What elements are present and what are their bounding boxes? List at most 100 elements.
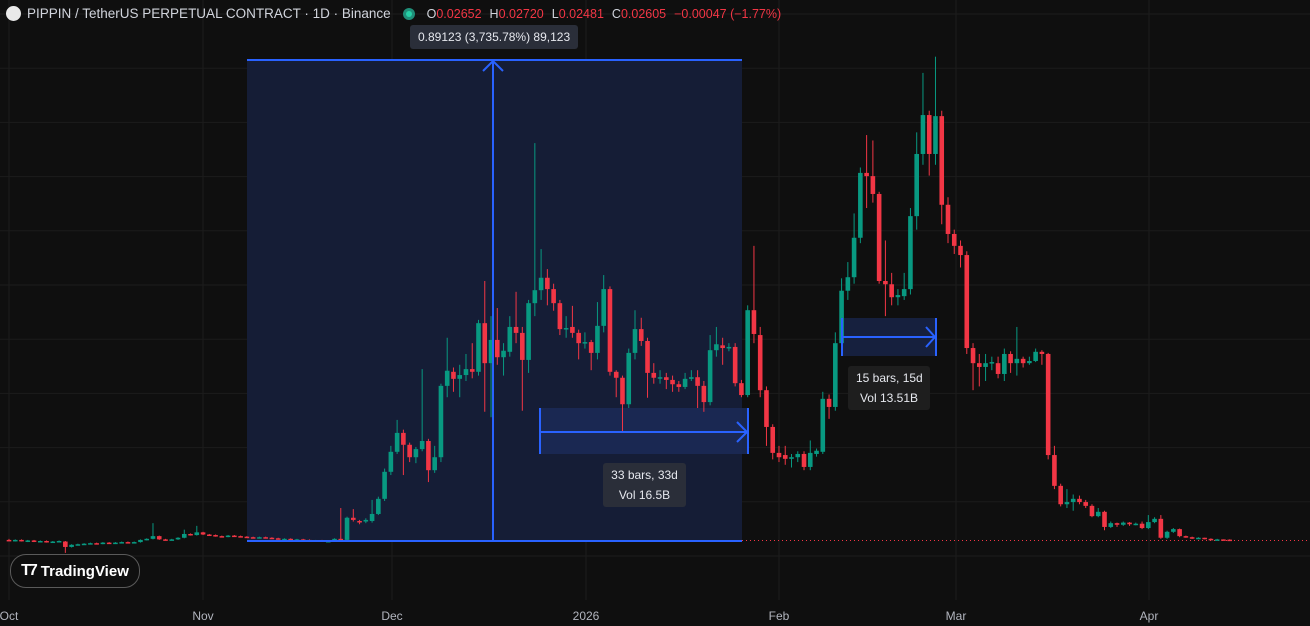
candle-body	[626, 352, 632, 405]
candle	[225, 535, 231, 538]
candle	[1052, 445, 1057, 490]
candle	[751, 245, 757, 344]
candle	[651, 363, 657, 384]
candle-body	[839, 290, 844, 344]
candle	[144, 538, 150, 541]
candle-body	[876, 193, 882, 281]
candle	[795, 451, 801, 463]
candle-body	[382, 471, 387, 499]
candle-body	[1189, 537, 1195, 539]
candle	[1114, 522, 1120, 527]
candle-body	[732, 346, 738, 384]
candle-body	[595, 325, 600, 353]
candle	[88, 542, 93, 545]
candle-body	[88, 543, 93, 545]
candle	[150, 523, 156, 540]
candle-body	[444, 370, 450, 386]
time-axis-label: Oct	[0, 609, 19, 623]
price-range-area[interactable]	[247, 60, 742, 541]
candle	[257, 536, 262, 539]
candle-body	[1089, 505, 1095, 517]
candle-body	[588, 342, 594, 353]
candle-body	[551, 289, 556, 304]
candle	[1108, 521, 1114, 529]
candle-body	[995, 363, 1001, 374]
date-range-2-drawing[interactable]	[841, 318, 937, 356]
symbol-title[interactable]: PIPPIN / TetherUS PERPETUAL CONTRACT · 1…	[27, 6, 391, 21]
candle	[520, 326, 525, 411]
candle	[576, 329, 581, 360]
candle	[19, 539, 24, 542]
time-axis-label: 2026	[572, 609, 600, 623]
candle	[219, 535, 225, 538]
candle-body	[494, 339, 500, 358]
candle-body	[1027, 361, 1032, 364]
arrow-up-icon	[482, 59, 504, 72]
candle-body	[56, 541, 62, 543]
candle-body	[607, 289, 613, 372]
candle-body	[1227, 539, 1232, 542]
candle	[682, 372, 688, 390]
candle	[501, 343, 506, 376]
candle-body	[983, 363, 988, 367]
candle-body	[1183, 536, 1189, 538]
price-range-label: 0.89123 (3,735.78%) 89,123	[410, 25, 579, 49]
candle-body	[1152, 518, 1157, 523]
candle	[476, 319, 481, 376]
candle	[1002, 348, 1007, 381]
tradingview-logo[interactable]: T7 TradingView	[10, 554, 140, 588]
candle-body	[620, 377, 625, 405]
arrow-right-icon	[925, 326, 937, 348]
candle-body	[908, 216, 913, 290]
candle	[613, 370, 619, 398]
candle	[351, 509, 356, 522]
candle	[789, 453, 794, 468]
candle-body	[545, 277, 550, 290]
candle	[432, 445, 437, 473]
candle-body	[1164, 531, 1170, 538]
candle-body	[257, 537, 262, 539]
candle-body	[488, 339, 494, 364]
candle	[1146, 515, 1151, 530]
candle	[851, 213, 857, 284]
candle-body	[870, 176, 876, 194]
candle	[870, 140, 876, 203]
candle	[163, 538, 168, 541]
candle-body	[557, 303, 563, 330]
candle	[820, 391, 826, 454]
candle	[807, 440, 813, 471]
high-value: 0.02720	[498, 6, 544, 21]
candle-body	[826, 398, 832, 407]
candle	[119, 541, 124, 544]
candle	[1083, 499, 1089, 509]
candle-body	[714, 344, 719, 351]
candle	[757, 326, 763, 398]
candle-body	[964, 255, 970, 349]
price-range-drawing[interactable]	[247, 59, 742, 542]
candle	[983, 353, 988, 381]
candle	[845, 262, 851, 300]
candle	[363, 518, 369, 524]
candle	[920, 72, 926, 165]
candle-body	[438, 385, 444, 458]
candle-body	[181, 533, 187, 538]
market-status-icon[interactable]	[402, 7, 415, 20]
candle-body	[94, 543, 99, 545]
candle	[438, 383, 444, 463]
candle-body	[169, 539, 175, 541]
date-range-1-drawing[interactable]	[539, 408, 749, 454]
candle-body	[739, 383, 744, 396]
candle-body	[200, 532, 206, 535]
candle	[232, 535, 237, 538]
candle-body	[889, 284, 894, 298]
candle	[100, 542, 106, 545]
candle	[1008, 351, 1013, 373]
candle	[188, 533, 193, 536]
candle-body	[914, 153, 919, 217]
candle	[989, 356, 995, 371]
candle-body	[1020, 358, 1026, 364]
candle	[864, 135, 869, 209]
candle	[995, 356, 1001, 379]
candle-body	[858, 172, 863, 238]
